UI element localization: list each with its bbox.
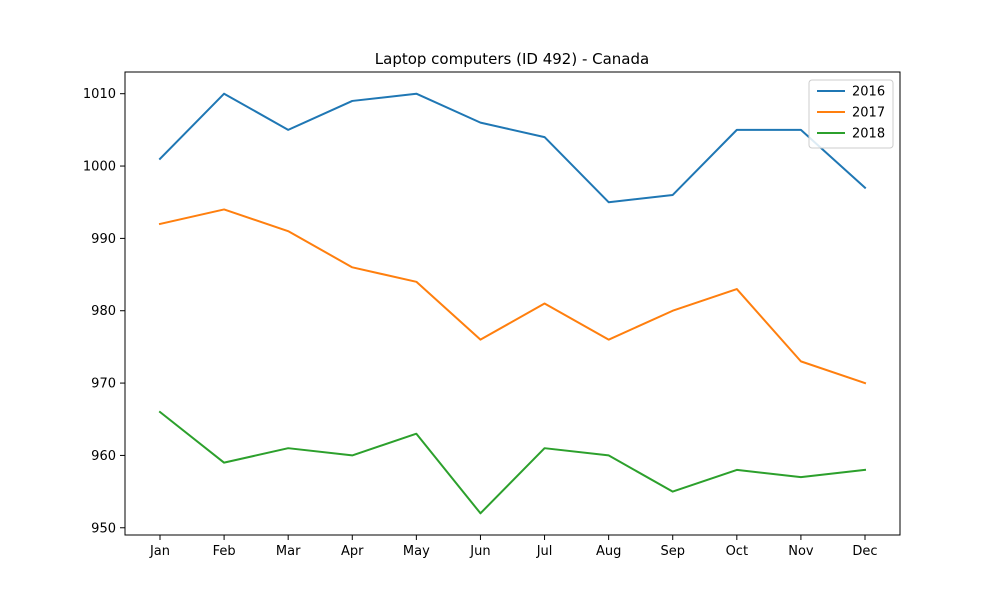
x-tick-label: Feb — [213, 544, 236, 559]
x-tick-label: Sep — [660, 544, 685, 559]
series-line-2016 — [158, 92, 867, 204]
legend: 2016 2017 2018 — [808, 79, 894, 149]
x-tick-label: Oct — [726, 544, 748, 559]
x-tick-label: Mar — [276, 544, 301, 559]
legend-label-2017: 2017 — [852, 106, 885, 121]
x-tick-label: Jul — [536, 544, 553, 559]
x-tick-label: Dec — [852, 544, 877, 559]
axes: Jan Feb Mar Apr May Jun Jul Aug Sep Oct Nov Dec 950 9… — [83, 71, 901, 559]
y-tick-label: 950 — [91, 521, 116, 536]
legend-label-2018: 2018 — [852, 127, 885, 142]
plot-frame — [124, 71, 901, 536]
y-tick-label: 980 — [91, 304, 116, 319]
plot-area — [158, 92, 867, 515]
legend-label-2016: 2016 — [852, 85, 885, 100]
y-tick-label: 970 — [91, 377, 116, 392]
y-tick-label: 960 — [91, 449, 116, 464]
y-tick-label: 990 — [91, 232, 116, 247]
y-tick-label: 1000 — [83, 160, 116, 175]
x-tick-label: Nov — [788, 544, 814, 559]
series-line-2017 — [158, 208, 867, 385]
x-tick-label: Jan — [149, 544, 170, 559]
series-line-2018 — [158, 410, 867, 515]
x-tick-label: Aug — [596, 544, 621, 559]
x-tick-label: May — [403, 544, 430, 559]
legend-box — [808, 79, 894, 149]
chart-title: Laptop computers (ID 492) - Canada — [375, 50, 649, 68]
x-tick-label: Jun — [469, 544, 490, 559]
y-tick-label: 1010 — [83, 87, 116, 102]
x-tick-label: Apr — [341, 544, 364, 559]
